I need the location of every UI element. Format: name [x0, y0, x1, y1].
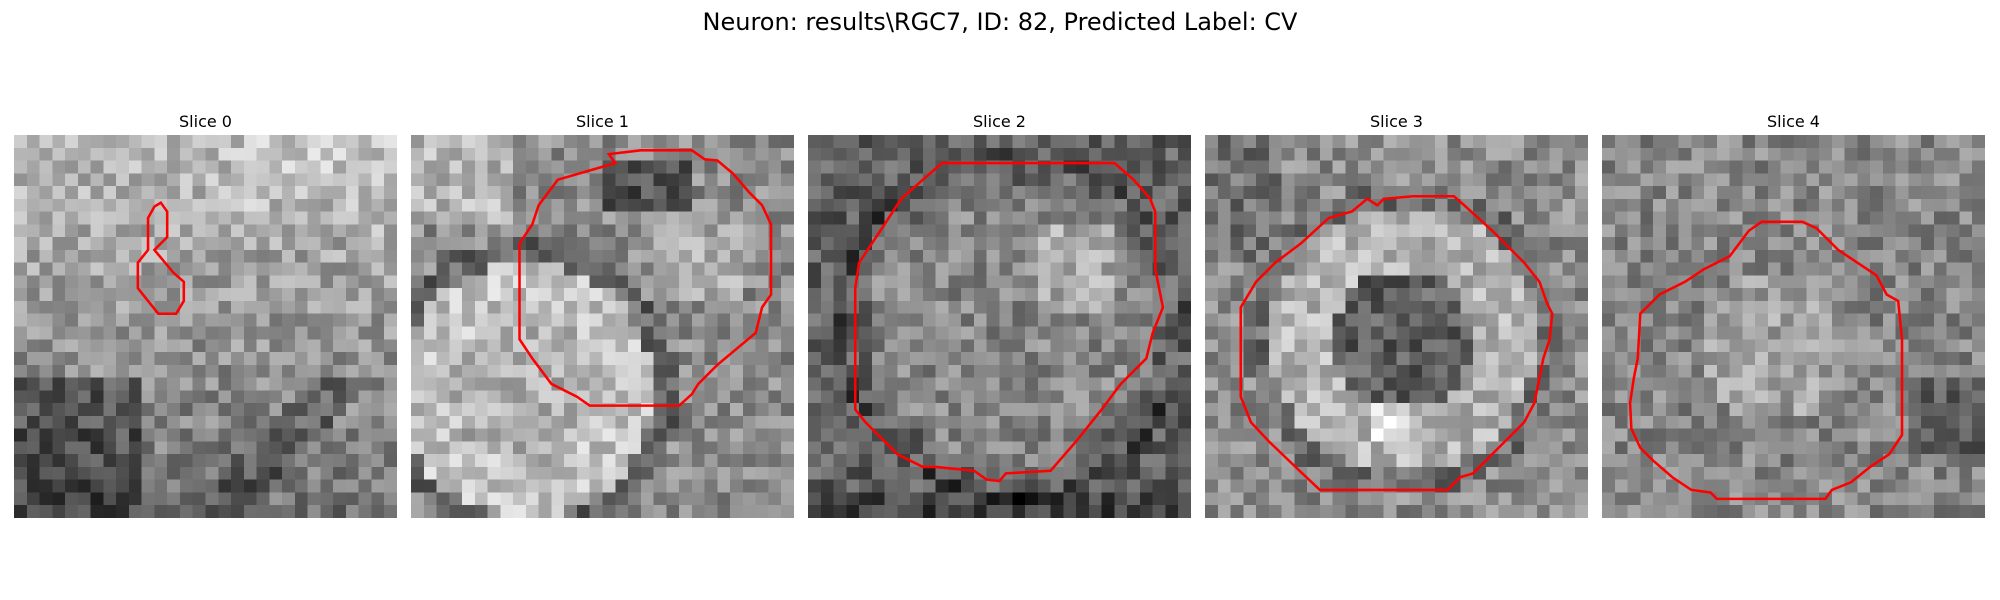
slice-1-grayscale-canvas — [411, 135, 794, 518]
slice-1-image — [411, 135, 794, 518]
slice-2-image — [808, 135, 1191, 518]
slice-2-title: Slice 2 — [973, 112, 1026, 131]
slice-4-contour-svg — [1628, 220, 1904, 501]
slice-3-title: Slice 3 — [1370, 112, 1423, 131]
slice-1-contour — [518, 149, 773, 407]
slice-2-contour-svg — [853, 161, 1165, 483]
slice-2-panel: Slice 2 — [808, 110, 1191, 518]
slice-4-title: Slice 4 — [1767, 112, 1820, 131]
slice-3-panel: Slice 3 — [1205, 110, 1588, 518]
slice-3-contour — [1239, 195, 1554, 492]
slice-0-contour — [136, 200, 186, 316]
slice-2-contour — [853, 161, 1165, 483]
slice-4-grayscale-canvas — [1602, 135, 1985, 518]
slice-2-grayscale-canvas — [808, 135, 1191, 518]
slice-3-contour-svg — [1239, 195, 1554, 492]
slice-0-title: Slice 0 — [179, 112, 232, 131]
slice-1-title: Slice 1 — [576, 112, 629, 131]
slice-3-image — [1205, 135, 1588, 518]
slice-1-panel: Slice 1 — [411, 110, 794, 518]
slice-4-contour — [1628, 220, 1904, 501]
slice-0-panel: Slice 0 — [14, 110, 397, 518]
slice-4-panel: Slice 4 — [1602, 110, 1985, 518]
figure-title: Neuron: results\RGC7, ID: 82, Predicted … — [702, 8, 1298, 36]
slice-0-image — [14, 135, 397, 518]
slice-0-grayscale-canvas — [14, 135, 397, 518]
slice-1-contour-svg — [518, 149, 773, 407]
slice-4-image — [1602, 135, 1985, 518]
slice-0-contour-svg — [136, 200, 186, 316]
